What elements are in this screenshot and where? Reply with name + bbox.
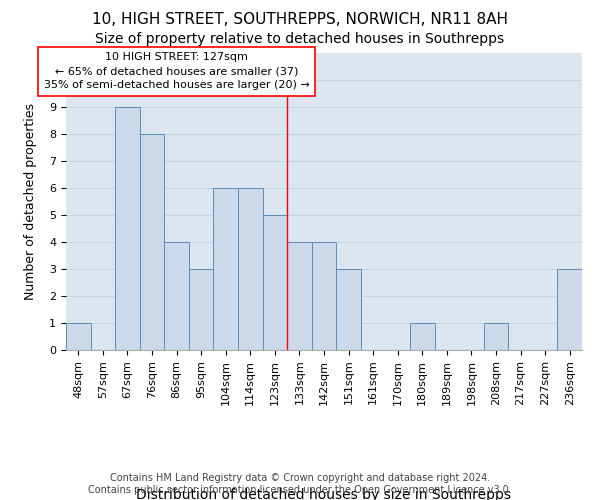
Text: Contains HM Land Registry data © Crown copyright and database right 2024.
Contai: Contains HM Land Registry data © Crown c… — [88, 474, 512, 495]
Bar — [238, 188, 263, 350]
Bar — [336, 269, 361, 350]
Bar — [66, 323, 91, 350]
Bar — [484, 323, 508, 350]
Bar — [214, 188, 238, 350]
Text: 10, HIGH STREET, SOUTHREPPS, NORWICH, NR11 8AH: 10, HIGH STREET, SOUTHREPPS, NORWICH, NR… — [92, 12, 508, 28]
X-axis label: Distribution of detached houses by size in Southrepps: Distribution of detached houses by size … — [137, 488, 511, 500]
Bar — [410, 323, 434, 350]
Bar — [287, 242, 312, 350]
Bar — [263, 215, 287, 350]
Y-axis label: Number of detached properties: Number of detached properties — [24, 103, 37, 300]
Text: Size of property relative to detached houses in Southrepps: Size of property relative to detached ho… — [95, 32, 505, 46]
Bar — [557, 269, 582, 350]
Bar — [164, 242, 189, 350]
Bar — [312, 242, 336, 350]
Bar — [115, 106, 140, 350]
Bar — [140, 134, 164, 350]
Text: 10 HIGH STREET: 127sqm
← 65% of detached houses are smaller (37)
35% of semi-det: 10 HIGH STREET: 127sqm ← 65% of detached… — [44, 52, 310, 90]
Bar — [189, 269, 214, 350]
